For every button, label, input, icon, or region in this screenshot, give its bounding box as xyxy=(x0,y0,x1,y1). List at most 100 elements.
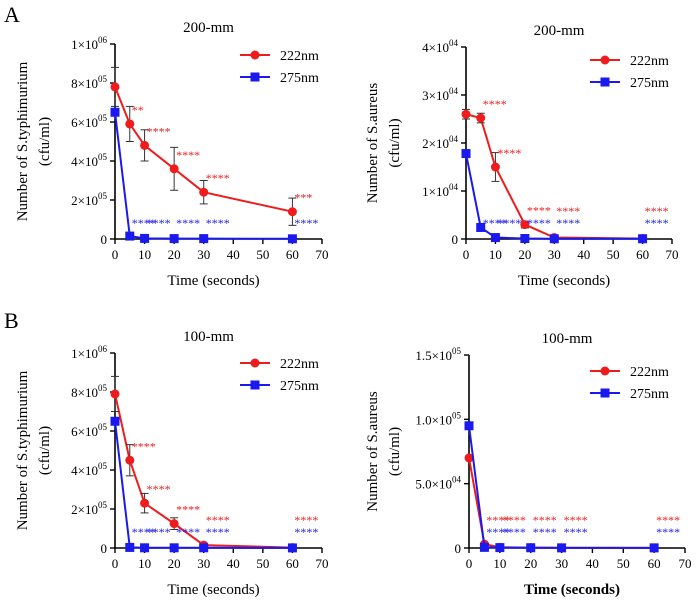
data-point-222nm xyxy=(110,389,120,399)
data-point-275nm xyxy=(649,543,659,553)
series-line-275nm xyxy=(114,112,293,240)
x-tick-label: 60 xyxy=(648,556,661,571)
significance-label: **** xyxy=(176,216,200,230)
y-tick-label: 6×1005 xyxy=(71,113,107,130)
y-tick-label: 0 xyxy=(101,232,108,247)
y-tick-label: 4×1005 xyxy=(71,152,107,169)
y-tick-label: 2×1005 xyxy=(71,500,107,517)
x-tick-label: 30 xyxy=(548,247,561,262)
x-tick-label: 40 xyxy=(586,556,599,571)
y-tick-label: 0 xyxy=(452,232,459,247)
x-tick-label: 40 xyxy=(577,247,590,262)
legend-label-275nm: 275nm xyxy=(280,379,319,394)
significance-label: **** xyxy=(486,513,510,527)
data-point-275nm xyxy=(287,543,297,553)
legend-marker-275nm xyxy=(250,380,260,390)
significance-label: **** xyxy=(294,216,318,230)
y-tick-label: 1.0×1005 xyxy=(415,410,461,427)
significance-label: **** xyxy=(527,216,551,230)
data-point-275nm xyxy=(638,234,648,244)
significance-label: **** xyxy=(656,513,680,527)
significance-label: **** xyxy=(176,148,200,162)
data-point-275nm xyxy=(125,231,135,241)
data-point-222nm xyxy=(476,113,486,123)
significance-label: **** xyxy=(556,216,580,230)
chart-a-typhimurium-200mm: 200-mm 0 10 20 30 40 50 60 70 0 2×1005 4×1005 6×1005… xyxy=(15,20,329,289)
legend-marker-275nm xyxy=(600,388,610,398)
y-tick-label: 0 xyxy=(101,541,108,556)
panel-label-b: B xyxy=(4,308,19,333)
x-tick-label: 0 xyxy=(463,247,470,262)
x-tick-label: 50 xyxy=(256,556,269,571)
data-point-222nm xyxy=(461,109,471,119)
y-tick-label: 2×1004 xyxy=(422,134,458,151)
x-tick-label: 10 xyxy=(489,247,502,262)
significance-label: **** xyxy=(533,525,557,539)
data-point-222nm xyxy=(199,187,209,197)
data-point-222nm xyxy=(520,220,530,230)
y-axis-label-line: Number of S.aureus xyxy=(365,391,381,512)
x-tick-label: 40 xyxy=(227,556,240,571)
y-tick-label: 1×1004 xyxy=(422,182,458,199)
data-point-222nm xyxy=(169,164,179,174)
x-tick-label: 60 xyxy=(636,247,649,262)
x-tick-label: 50 xyxy=(617,556,630,571)
significance-label: **** xyxy=(176,525,200,539)
y-axis-label-line: (cfu/ml) xyxy=(387,118,403,167)
data-point-275nm xyxy=(169,543,179,553)
x-tick-label: 20 xyxy=(168,556,181,571)
series-line-275nm xyxy=(468,425,655,549)
x-tick-label: 10 xyxy=(138,556,151,571)
y-tick-label: 1×1006 xyxy=(71,35,107,52)
legend-marker-275nm xyxy=(250,72,260,82)
legend-label-222nm: 222nm xyxy=(280,357,319,372)
significance-label: **** xyxy=(645,216,669,230)
y-axis-label-line: Number of S.aureus xyxy=(365,83,381,204)
data-point-275nm xyxy=(461,149,471,159)
significance-label: **** xyxy=(483,216,507,230)
significance-label: **** xyxy=(656,525,680,539)
legend-label-222nm: 222nm xyxy=(630,365,669,380)
x-tick-label: 60 xyxy=(286,247,299,262)
significance-label: **** xyxy=(206,525,230,539)
data-point-275nm xyxy=(476,222,486,232)
x-tick-label: 20 xyxy=(168,247,181,262)
significance-label: **** xyxy=(206,216,230,230)
data-point-222nm xyxy=(125,455,135,465)
legend-marker-222nm xyxy=(600,55,610,65)
x-tick-label: 70 xyxy=(316,247,329,262)
chart-b-aureus-100mm: 100-mm 0 10 20 30 40 50 60 70 0 5.0×1004 1.0×1005 1.… xyxy=(365,331,692,598)
panel-label-a: A xyxy=(4,2,20,27)
x-tick-label: 30 xyxy=(555,556,568,571)
x-tick-label: 70 xyxy=(666,247,679,262)
y-axis-label-line: (cfu/ml) xyxy=(387,427,403,476)
data-point-222nm xyxy=(490,162,500,172)
significance-label: **** xyxy=(645,204,669,218)
data-point-222nm xyxy=(464,453,474,463)
x-tick-label: 30 xyxy=(197,247,210,262)
significance-label: **** xyxy=(132,439,156,453)
significance-label: **** xyxy=(533,513,557,527)
chart-b-typhimurium-100mm: 100-mm 0 10 20 30 40 50 60 70 0 2×1005 4×1005 6×1005… xyxy=(15,329,329,598)
legend-label-275nm: 275nm xyxy=(630,387,669,402)
legend-marker-222nm xyxy=(600,366,610,376)
x-axis-label: Time (seconds) xyxy=(167,273,259,289)
significance-label: **** xyxy=(294,513,318,527)
data-point-275nm xyxy=(287,234,297,244)
x-tick-label: 20 xyxy=(518,247,531,262)
x-axis-label: Time (seconds) xyxy=(167,582,259,598)
data-point-275nm xyxy=(495,543,505,553)
data-point-275nm xyxy=(479,542,489,552)
data-point-275nm xyxy=(125,542,135,552)
legend-marker-222nm xyxy=(250,50,260,60)
significance-label: **** xyxy=(147,525,171,539)
significance-label: **** xyxy=(527,204,551,218)
significance-label: **** xyxy=(564,525,588,539)
data-point-275nm xyxy=(140,543,150,553)
data-point-275nm xyxy=(140,233,150,243)
data-point-275nm xyxy=(199,234,209,244)
y-tick-label: 0 xyxy=(455,541,462,556)
y-tick-label: 8×1005 xyxy=(71,383,107,400)
significance-label: **** xyxy=(147,216,171,230)
